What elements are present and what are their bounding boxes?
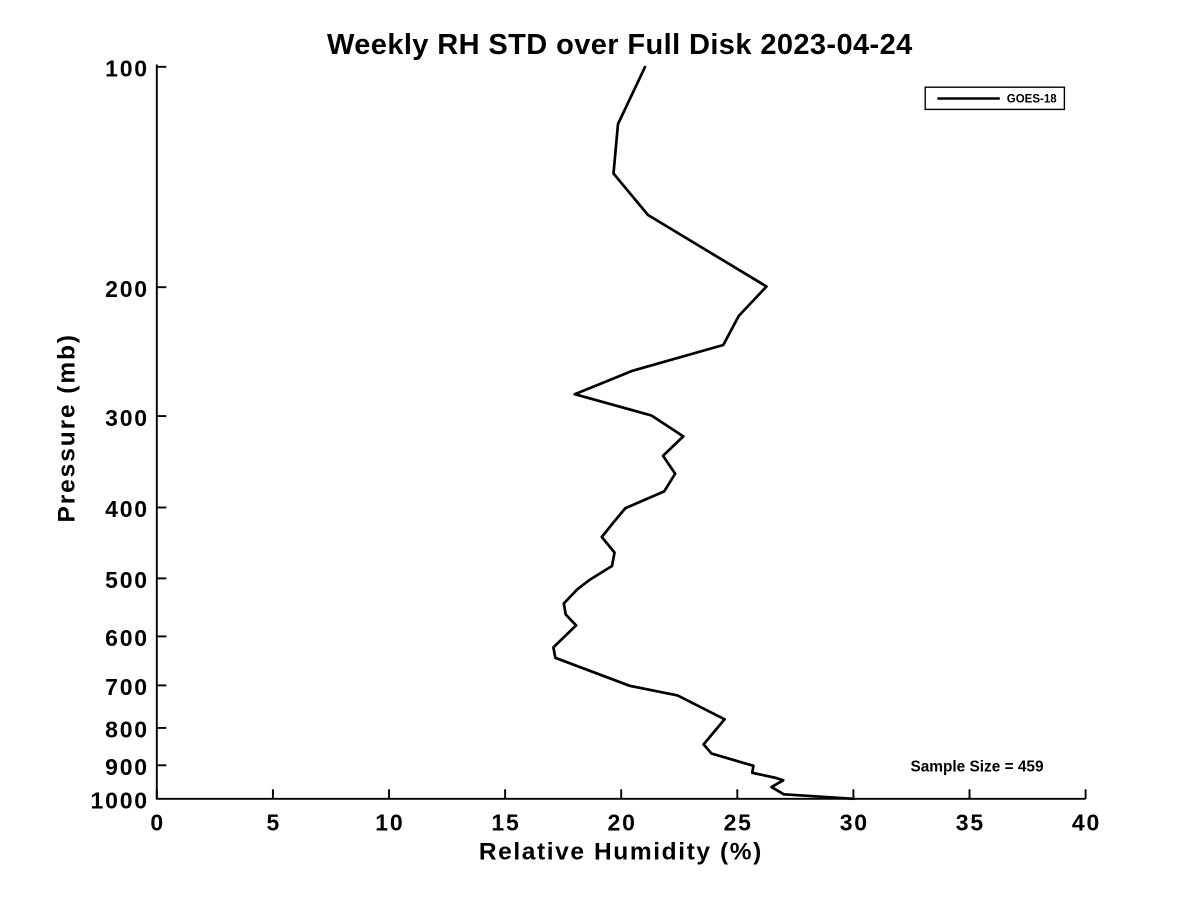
svg-text:600: 600 bbox=[105, 625, 149, 651]
svg-text:Sample Size = 459: Sample Size = 459 bbox=[910, 759, 1043, 776]
svg-text:10: 10 bbox=[375, 810, 404, 836]
svg-text:800: 800 bbox=[105, 717, 149, 743]
svg-text:15: 15 bbox=[491, 810, 520, 836]
svg-text:400: 400 bbox=[105, 496, 149, 522]
svg-text:40: 40 bbox=[1072, 810, 1101, 836]
svg-text:100: 100 bbox=[105, 56, 149, 82]
svg-text:1000: 1000 bbox=[91, 788, 149, 814]
svg-text:700: 700 bbox=[105, 674, 149, 700]
svg-text:35: 35 bbox=[956, 810, 985, 836]
svg-text:Relative Humidity (%): Relative Humidity (%) bbox=[479, 838, 763, 865]
svg-text:20: 20 bbox=[608, 810, 637, 836]
svg-text:500: 500 bbox=[105, 567, 149, 593]
svg-text:GOES-18: GOES-18 bbox=[1007, 94, 1057, 106]
svg-text:Weekly RH STD over Full Disk 2: Weekly RH STD over Full Disk 2023-04-24 bbox=[327, 29, 913, 61]
svg-text:900: 900 bbox=[105, 754, 149, 780]
svg-text:300: 300 bbox=[105, 405, 149, 431]
svg-text:5: 5 bbox=[267, 810, 282, 836]
svg-text:25: 25 bbox=[724, 810, 753, 836]
svg-text:30: 30 bbox=[840, 810, 869, 836]
svg-text:Pressure (mb): Pressure (mb) bbox=[54, 333, 81, 522]
svg-text:0: 0 bbox=[150, 810, 165, 836]
svg-text:200: 200 bbox=[105, 276, 149, 302]
